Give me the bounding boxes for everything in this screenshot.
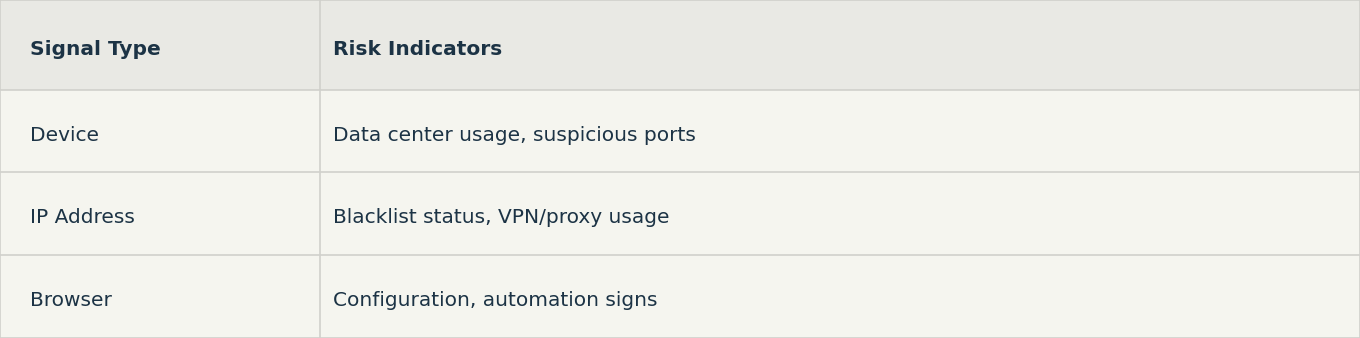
- Text: Risk Indicators: Risk Indicators: [333, 40, 502, 59]
- Bar: [0, 90, 1360, 172]
- Bar: [0, 172, 1360, 255]
- Text: Device: Device: [30, 126, 99, 145]
- Bar: [0, 255, 1360, 338]
- Text: Data center usage, suspicious ports: Data center usage, suspicious ports: [333, 126, 696, 145]
- Text: Signal Type: Signal Type: [30, 40, 160, 59]
- Text: Blacklist status, VPN/proxy usage: Blacklist status, VPN/proxy usage: [333, 209, 669, 227]
- Text: IP Address: IP Address: [30, 209, 135, 227]
- Text: Configuration, automation signs: Configuration, automation signs: [333, 291, 658, 310]
- Bar: [0, 0, 1360, 90]
- Text: Browser: Browser: [30, 291, 112, 310]
